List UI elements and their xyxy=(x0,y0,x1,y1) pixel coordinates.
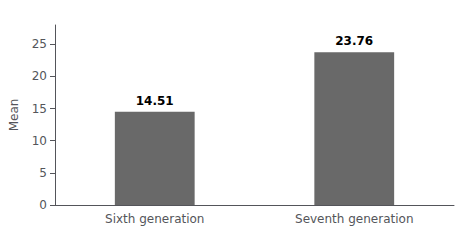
svg-text:5: 5 xyxy=(39,166,47,180)
svg-text:Seventh generation: Seventh generation xyxy=(295,212,413,226)
svg-text:15: 15 xyxy=(32,102,47,116)
svg-text:20: 20 xyxy=(32,69,47,83)
svg-text:14.51: 14.51 xyxy=(136,94,174,108)
svg-text:Mean: Mean xyxy=(7,99,21,132)
svg-text:Sixth generation: Sixth generation xyxy=(105,212,204,226)
svg-text:25: 25 xyxy=(32,37,47,51)
svg-text:0: 0 xyxy=(39,198,47,212)
svg-text:23.76: 23.76 xyxy=(335,34,373,48)
svg-text:10: 10 xyxy=(32,134,47,148)
